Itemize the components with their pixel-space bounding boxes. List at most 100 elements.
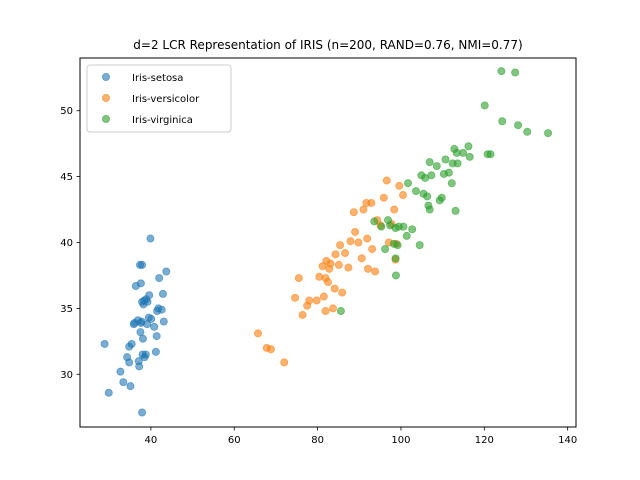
data-point [498, 117, 507, 126]
legend-marker [102, 73, 111, 82]
data-point [305, 296, 314, 305]
data-point [349, 208, 358, 217]
data-point [425, 205, 434, 214]
data-point [451, 206, 460, 215]
data-point [151, 347, 160, 356]
data-point [323, 278, 332, 287]
data-point [100, 339, 109, 348]
data-point [155, 274, 164, 283]
data-point [364, 264, 373, 273]
data-point [459, 148, 468, 157]
data-point [280, 358, 289, 367]
data-point [391, 254, 400, 263]
data-point [336, 307, 345, 316]
data-point [359, 205, 368, 214]
data-point [367, 198, 376, 207]
data-point [382, 176, 391, 185]
data-point [334, 260, 343, 269]
y-tick-label: 45 [60, 172, 73, 183]
data-point [146, 234, 155, 243]
x-tick-label: 40 [144, 435, 157, 446]
chart-title: d=2 LCR Representation of IRIS (n=200, R… [133, 38, 522, 52]
data-point [465, 152, 474, 161]
data-point [415, 241, 424, 250]
data-point [331, 250, 340, 259]
y-tick-label: 50 [60, 106, 73, 117]
axis-ticks: 40 60 80 100 120 140 30 35 40 45 50 [60, 106, 577, 446]
data-point [371, 267, 380, 276]
data-point [486, 150, 495, 159]
series-iris-virginica [336, 67, 553, 316]
data-point [399, 191, 408, 200]
data-point [138, 408, 147, 417]
data-point [338, 288, 347, 297]
data-point [138, 260, 147, 269]
plot-area [100, 67, 553, 417]
legend-label: Iris-virginica [132, 115, 193, 126]
data-point [138, 334, 147, 343]
data-point [312, 296, 321, 305]
data-point [116, 367, 125, 376]
data-point [341, 249, 350, 258]
data-point [321, 307, 330, 316]
x-tick-label: 60 [228, 435, 241, 446]
data-point [523, 127, 532, 136]
legend: Iris-setosa Iris-versicolor Iris-virginica [86, 64, 232, 133]
x-tick-label: 140 [558, 435, 577, 446]
data-point [377, 222, 386, 231]
data-point [319, 292, 328, 301]
data-point [330, 284, 339, 293]
data-point [147, 314, 156, 323]
data-point [453, 159, 462, 168]
data-point [425, 158, 434, 167]
data-point [427, 171, 436, 180]
data-point [514, 121, 523, 130]
data-point [159, 317, 168, 326]
data-point [447, 179, 456, 188]
series-iris-setosa [100, 234, 171, 417]
y-tick-label: 35 [60, 304, 73, 315]
data-point [298, 310, 307, 319]
data-point [134, 357, 143, 366]
data-point [253, 329, 262, 338]
data-point [432, 162, 441, 171]
data-point [291, 293, 300, 302]
data-point [136, 279, 145, 288]
data-point [393, 241, 402, 250]
data-point [136, 328, 145, 337]
data-point [381, 245, 390, 254]
data-point [480, 101, 489, 110]
data-point [104, 388, 113, 397]
x-tick-label: 120 [475, 435, 494, 446]
data-point [294, 274, 303, 283]
data-point [157, 305, 166, 314]
data-point [357, 254, 366, 263]
x-tick-label: 100 [391, 435, 410, 446]
data-point [344, 263, 353, 272]
data-point [363, 234, 372, 243]
data-point [162, 267, 171, 276]
data-point [370, 217, 379, 226]
data-point [402, 231, 411, 240]
data-point [127, 339, 136, 348]
data-point [441, 155, 450, 164]
y-tick-label: 40 [60, 238, 73, 249]
legend-marker [102, 115, 111, 124]
data-point [125, 358, 134, 367]
data-point [152, 332, 161, 341]
data-point [399, 222, 408, 231]
legend-label: Iris-versicolor [132, 94, 200, 105]
legend-label: Iris-setosa [132, 73, 183, 84]
data-point [158, 289, 167, 298]
data-point [391, 271, 400, 280]
data-point [126, 382, 135, 391]
data-point [336, 241, 345, 250]
data-point [511, 68, 520, 77]
data-point [368, 245, 377, 254]
data-point [119, 378, 128, 387]
x-tick-label: 80 [311, 435, 324, 446]
data-point [379, 193, 388, 202]
data-point [444, 168, 453, 177]
data-point [354, 238, 363, 247]
